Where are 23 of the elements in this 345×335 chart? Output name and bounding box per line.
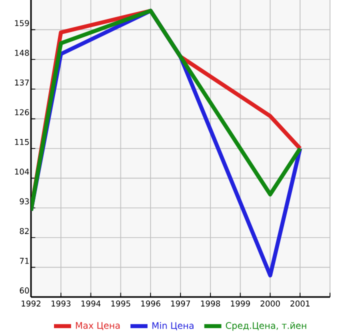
y-tick-label: 104	[15, 168, 30, 175]
y-tick-label: 60	[20, 287, 29, 294]
y-tick-label: 82	[20, 228, 29, 234]
x-tick-label: 1992	[22, 300, 40, 307]
y-tick-label: 71	[20, 258, 29, 264]
x-tick-label: 1997	[171, 300, 190, 307]
x-tick-label: 1995	[111, 300, 130, 307]
x-tick-label: 1999	[231, 300, 250, 307]
legend-label: Сред.Цена, т.йен	[226, 322, 306, 331]
y-tick-label: 93	[20, 198, 29, 204]
x-tick-label: 1994	[82, 300, 101, 307]
y-tick-label: 148	[15, 50, 29, 56]
x-tick-label: 2001	[290, 300, 310, 307]
y-tick-label: 137	[15, 80, 29, 86]
x-tick-label: 2000	[260, 300, 280, 307]
x-tick-label: 1996	[141, 300, 160, 307]
x-tick-label: 1998	[201, 300, 220, 307]
y-tick-label: 159	[15, 20, 29, 26]
y-tick-label: 126	[15, 109, 29, 116]
y-tick-label: 115	[15, 139, 29, 145]
legend-label: Min Цена	[152, 322, 194, 330]
x-tick-label: 1993	[52, 300, 70, 307]
legend-label: Max Цена	[76, 322, 120, 330]
